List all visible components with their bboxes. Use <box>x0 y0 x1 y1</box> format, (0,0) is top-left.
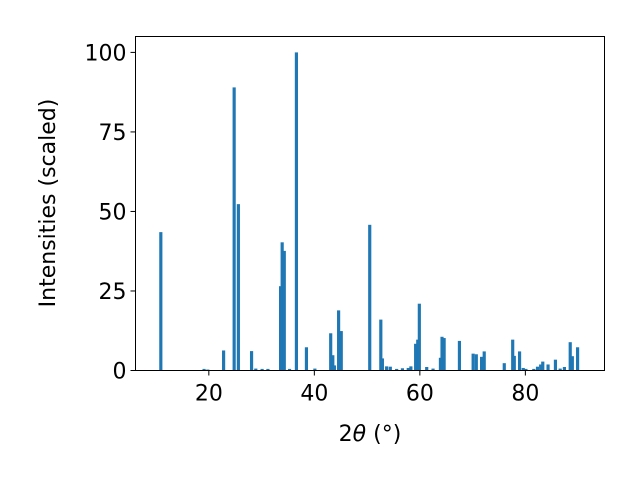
bar <box>521 367 525 371</box>
plot-frame <box>135 36 605 371</box>
bar <box>266 368 270 371</box>
bar <box>414 343 418 371</box>
bar <box>368 224 372 371</box>
bar <box>425 367 429 371</box>
bar <box>502 363 506 371</box>
bar <box>400 368 405 371</box>
bar <box>236 204 240 371</box>
bar <box>260 368 264 371</box>
bar <box>480 356 484 371</box>
bar <box>332 365 336 371</box>
bar <box>541 361 545 371</box>
bar <box>535 366 540 371</box>
bar <box>406 367 410 371</box>
y-axis-label: Intensities (scaled) <box>36 99 61 308</box>
bar <box>442 338 446 371</box>
bar <box>395 368 399 371</box>
bar <box>339 331 343 371</box>
bar <box>471 353 475 371</box>
bar <box>232 87 236 371</box>
bar <box>249 351 254 371</box>
bar <box>482 351 486 371</box>
x-axis: 20 40 60 80 <box>195 370 539 407</box>
x-tick-label: 20 <box>195 382 223 407</box>
bar <box>388 366 392 371</box>
bar <box>287 368 292 371</box>
bar <box>380 358 384 371</box>
y-tick-label: 50 <box>99 200 127 225</box>
bar <box>539 364 543 371</box>
bar <box>457 340 462 371</box>
bar <box>280 242 284 371</box>
bar <box>512 355 516 371</box>
bars-layer <box>159 52 580 371</box>
bar <box>553 359 558 371</box>
y-tick-label: 0 <box>113 360 127 385</box>
bar <box>568 342 572 371</box>
bar <box>159 232 163 371</box>
bar <box>417 303 421 371</box>
bar <box>524 368 528 371</box>
bar <box>329 333 333 371</box>
bar <box>570 356 574 371</box>
bar <box>558 368 562 371</box>
bar <box>511 339 515 371</box>
bar <box>282 250 286 371</box>
bar <box>385 366 389 371</box>
bar <box>337 310 341 371</box>
bar <box>562 367 566 371</box>
x-tick-label: 40 <box>300 382 328 407</box>
bar <box>517 351 522 371</box>
bar <box>440 336 444 371</box>
y-axis: 0 25 50 75 100 <box>85 41 136 385</box>
bar <box>576 347 580 371</box>
bar <box>202 368 206 371</box>
bar <box>331 355 335 371</box>
bar <box>294 52 298 371</box>
x-axis-label: 2θ (°) <box>339 422 402 447</box>
bar <box>431 368 435 371</box>
bar <box>304 347 309 371</box>
y-tick-label: 25 <box>99 280 127 305</box>
bar <box>313 368 317 371</box>
bar <box>546 364 550 371</box>
y-tick-label: 75 <box>99 121 127 146</box>
x-tick-label: 80 <box>511 382 539 407</box>
y-tick-label: 100 <box>85 41 127 66</box>
bar <box>222 350 226 371</box>
bar <box>474 354 478 371</box>
bar <box>379 319 383 371</box>
bar <box>532 368 536 371</box>
bar <box>254 368 258 371</box>
bar <box>409 366 413 371</box>
x-tick-label: 60 <box>406 382 434 407</box>
